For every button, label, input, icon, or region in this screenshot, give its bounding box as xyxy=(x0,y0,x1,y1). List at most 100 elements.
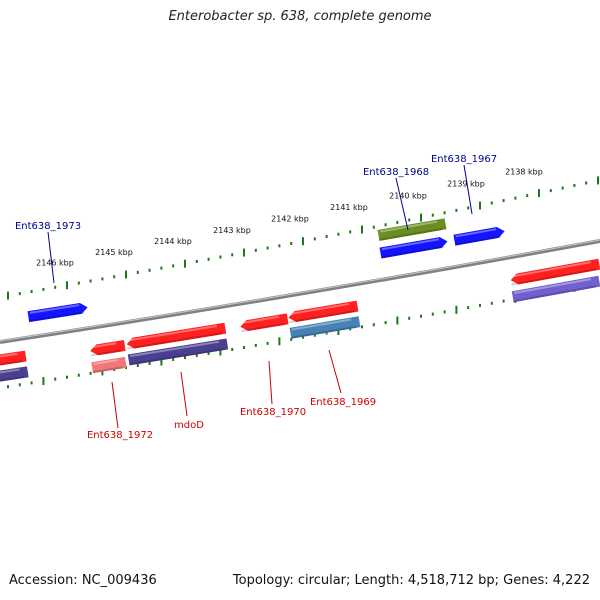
gene-arrow[interactable] xyxy=(91,356,127,374)
upper-track-tick xyxy=(172,264,175,268)
gene-label-leader xyxy=(268,360,273,405)
upper-track-tick xyxy=(231,253,234,257)
upper-track-tick xyxy=(325,235,328,238)
gene-arrow-shine xyxy=(511,261,591,278)
lower-track-tick xyxy=(7,385,9,389)
gene-arrow[interactable] xyxy=(126,322,227,350)
upper-track-tick xyxy=(89,279,92,283)
gene-arrow[interactable] xyxy=(27,302,89,323)
gene-label[interactable]: Ent638_1967 xyxy=(431,154,497,165)
gene-arrow-shine xyxy=(241,315,280,324)
gene-arrow[interactable] xyxy=(510,258,600,286)
upper-track-tick xyxy=(302,237,304,246)
lower-track-tick xyxy=(207,352,210,355)
upper-track-tick xyxy=(101,277,104,281)
gene-arrow-shine xyxy=(291,318,352,331)
gene-arrow[interactable] xyxy=(0,350,27,367)
gene-arrow-shine xyxy=(289,302,350,315)
upper-track-tick xyxy=(467,206,470,210)
genome-backbone xyxy=(0,239,600,344)
topology-text: Topology: circular; Length: 4,518,712 bp… xyxy=(232,573,590,588)
gene-arrow-body xyxy=(240,313,289,332)
gene-arrow-shade xyxy=(0,360,23,367)
upper-track-tick xyxy=(266,246,269,250)
lower-track-tick xyxy=(254,343,257,347)
lower-track-tick xyxy=(54,377,57,381)
upper-track-tick xyxy=(514,196,517,200)
lower-track-tick xyxy=(443,310,446,314)
gene-arrow-body xyxy=(377,218,447,241)
gene-arrow-shade xyxy=(289,310,355,324)
gene-arrow[interactable] xyxy=(288,300,359,324)
lower-track-tick xyxy=(384,321,387,325)
upper-track-tick xyxy=(113,275,116,279)
gene-arrow-shine xyxy=(0,368,20,375)
upper-track-tick xyxy=(184,259,186,268)
gene-arrow-shine xyxy=(455,228,497,238)
lower-track-tick xyxy=(502,299,505,303)
gene-arrow[interactable] xyxy=(453,226,505,246)
gene-arrow[interactable] xyxy=(379,236,449,259)
upper-track-tick xyxy=(207,257,210,261)
gene-arrow-body xyxy=(511,275,600,303)
upper-track-tick xyxy=(54,285,57,289)
upper-track-tick xyxy=(243,248,245,257)
upper-tick-track xyxy=(7,176,599,300)
upper-track-tick xyxy=(18,292,21,296)
gene-arrow-shade xyxy=(455,235,502,246)
gene-label[interactable]: Ent638_1970 xyxy=(240,407,306,418)
gene-label-leader xyxy=(395,177,409,231)
upper-track-tick xyxy=(490,201,493,205)
lower-track-tick xyxy=(172,358,175,361)
upper-track-tick xyxy=(313,237,316,241)
lower-track-tick xyxy=(160,357,163,366)
upper-track-tick xyxy=(148,268,151,272)
gene-arrow-body xyxy=(453,227,505,246)
gene-label[interactable]: Ent638_1969 xyxy=(310,397,376,408)
lower-track-tick xyxy=(337,327,340,335)
lower-track-tick xyxy=(302,335,304,339)
gene-arrow-body xyxy=(0,350,27,367)
upper-track-tick xyxy=(443,211,446,215)
map-title: Enterobacter sp. 638, complete genome xyxy=(168,9,432,24)
tick-label: 2144 kbp xyxy=(154,237,192,246)
upper-track-tick xyxy=(396,220,399,224)
gene-arrow-body xyxy=(90,340,126,356)
upper-track-tick xyxy=(384,223,387,227)
gene-label[interactable]: Ent638_1973 xyxy=(15,221,81,232)
gene-arrow[interactable] xyxy=(89,340,126,357)
gene-arrow[interactable] xyxy=(377,218,447,241)
tick-label: 2143 kbp xyxy=(213,226,251,235)
gene-arrow-shade xyxy=(90,349,122,357)
gene-arrow-shine xyxy=(0,352,18,359)
gene-label[interactable]: mdoD xyxy=(174,420,204,431)
lower-track-tick xyxy=(18,383,21,387)
gene-arrow-shine xyxy=(379,220,438,233)
gene-arrow[interactable] xyxy=(239,313,289,333)
lower-track-tick xyxy=(243,346,245,349)
gene-arrow-shine xyxy=(93,359,118,365)
gene-arrow[interactable] xyxy=(0,366,29,383)
upper-track-tick xyxy=(549,189,552,193)
lower-track-tick xyxy=(148,362,151,365)
lower-track-tick xyxy=(408,316,411,320)
gene-arrow-shade xyxy=(381,245,445,259)
tick-label: 2142 kbp xyxy=(271,215,309,224)
upper-track-tick xyxy=(573,184,576,187)
gene-label[interactable]: Ent638_1972 xyxy=(87,430,153,441)
lower-track-tick xyxy=(455,305,458,314)
gene-arrow-shade xyxy=(379,227,443,241)
tick-label: 2146 kbp xyxy=(36,258,74,267)
gene-arrow[interactable] xyxy=(127,338,229,366)
upper-track-tick xyxy=(420,213,422,222)
upper-track-tick xyxy=(278,244,281,248)
tick-labels: 2146 kbp 2145 kbp 2144 kbp 2143 kbp 2142 kbp… xyxy=(36,167,543,267)
upper-track-tick xyxy=(538,189,540,198)
gene-features xyxy=(0,218,600,383)
gene-arrow[interactable] xyxy=(289,316,361,339)
gene-label[interactable]: Ent638_1968 xyxy=(363,167,429,178)
gene-label-leader xyxy=(328,349,342,394)
gene-arrow[interactable] xyxy=(511,275,600,303)
